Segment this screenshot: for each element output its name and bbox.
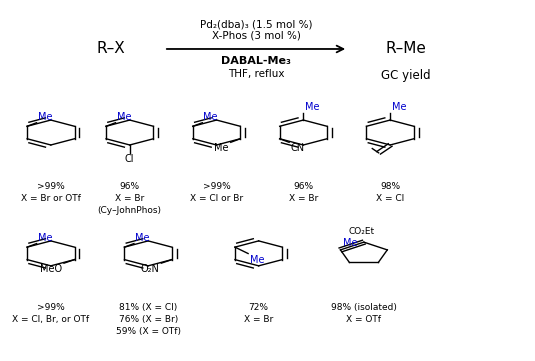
Text: Me: Me: [135, 233, 149, 243]
Text: Me: Me: [117, 112, 131, 122]
Text: 72%
X = Br: 72% X = Br: [244, 303, 273, 324]
Text: DABAL-Me₃: DABAL-Me₃: [221, 56, 291, 66]
Text: Pd₂(dba)₃ (1.5 mol %): Pd₂(dba)₃ (1.5 mol %): [200, 19, 312, 30]
Text: Me: Me: [37, 112, 52, 122]
Text: Me: Me: [214, 143, 228, 153]
Text: CO₂Et: CO₂Et: [348, 227, 374, 236]
Text: Me: Me: [343, 238, 357, 248]
Text: Me: Me: [203, 112, 218, 122]
Text: CN: CN: [290, 143, 304, 153]
Text: 81% (X = Cl)
76% (X = Br)
59% (X = OTf): 81% (X = Cl) 76% (X = Br) 59% (X = OTf): [116, 303, 181, 336]
Text: Me: Me: [392, 102, 407, 112]
Text: Me: Me: [305, 102, 320, 112]
Text: 96%
X = Br: 96% X = Br: [289, 182, 318, 203]
Text: R–X: R–X: [97, 42, 126, 56]
Text: Me: Me: [250, 255, 264, 265]
Text: >99%
X = Cl, Br, or OTf: >99% X = Cl, Br, or OTf: [12, 303, 89, 324]
Text: >99%
X = Cl or Br: >99% X = Cl or Br: [190, 182, 243, 203]
Text: 96%
X = Br
(Cy–JohnPhos): 96% X = Br (Cy–JohnPhos): [98, 182, 162, 215]
Text: Me: Me: [37, 233, 52, 243]
Text: 98%
X = Cl: 98% X = Cl: [376, 182, 404, 203]
Text: X-Phos (3 mol %): X-Phos (3 mol %): [211, 30, 301, 40]
Text: >99%
X = Br or OTf: >99% X = Br or OTf: [21, 182, 81, 203]
Text: 98% (isolated)
X = OTf: 98% (isolated) X = OTf: [331, 303, 397, 324]
Text: Cl: Cl: [125, 154, 134, 164]
Text: THF, reflux: THF, reflux: [228, 69, 284, 79]
Text: MeO: MeO: [40, 264, 63, 274]
Text: O₂N: O₂N: [141, 264, 160, 274]
Text: R–Me: R–Me: [386, 42, 426, 56]
Text: GC yield: GC yield: [381, 69, 431, 82]
